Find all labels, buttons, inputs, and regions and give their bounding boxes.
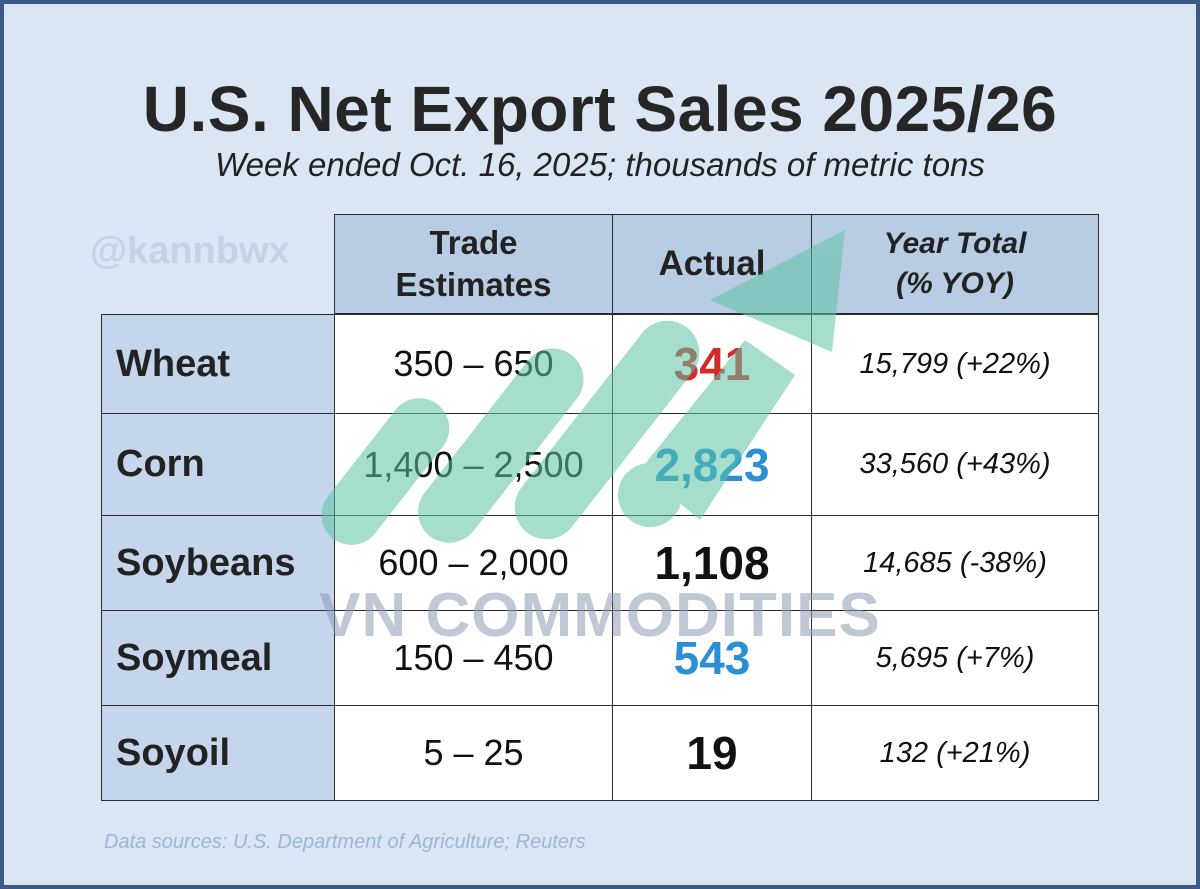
- page-title: U.S. Net Export Sales 2025/26: [142, 73, 1058, 145]
- page-subtitle: Week ended Oct. 16, 2025; thousands of m…: [215, 146, 985, 183]
- data-source-note: Data sources: U.S. Department of Agricul…: [104, 831, 586, 853]
- handle-watermark: @kannbwx: [90, 230, 290, 272]
